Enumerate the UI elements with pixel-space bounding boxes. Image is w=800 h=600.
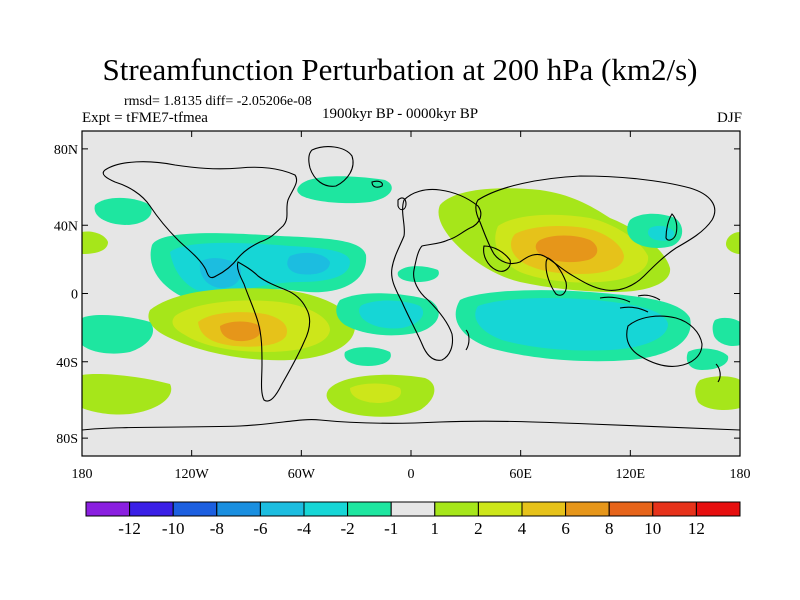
colorbar-swatch — [390, 501, 436, 517]
colorbar-swatch — [85, 501, 131, 517]
negative-anomaly-region — [712, 317, 740, 346]
positive-anomaly-region — [82, 374, 172, 415]
negative-anomaly-region — [397, 266, 439, 282]
longitude-tick-label: 60W — [288, 467, 316, 482]
positive-anomaly-region — [695, 376, 740, 410]
colorbar-label: 4 — [518, 519, 527, 538]
negative-anomaly-region — [475, 298, 668, 351]
colorbar-swatch — [216, 501, 261, 517]
colorbar-label: -12 — [118, 519, 141, 538]
latitude-tick-label: 0 — [71, 288, 78, 303]
colorbar-label: 1 — [431, 519, 440, 538]
colorbar-swatch — [303, 501, 349, 517]
colorbar-label: 6 — [561, 519, 570, 538]
colorbar-swatch — [608, 501, 654, 517]
season-label: DJF — [716, 110, 742, 126]
colorbar-swatch — [434, 501, 479, 517]
colorbar-label: -4 — [297, 519, 312, 538]
colorbar-label: -6 — [253, 519, 267, 538]
negative-anomaly-region — [287, 252, 330, 275]
colorbar-label: 10 — [644, 519, 661, 538]
colorbar-swatch — [172, 501, 218, 517]
colorbar: -12 -10 -8 -6 -4 -2 -1 1 2 4 6 8 10 12 — [85, 501, 741, 538]
latitude-tick-label: 40N — [54, 219, 78, 234]
colorbar-swatch — [565, 501, 610, 517]
longitude-tick-label: 0 — [408, 467, 415, 482]
stats-line: rmsd= 1.8135 diff= -2.05206e-08 — [124, 94, 312, 109]
negative-anomaly-region — [686, 348, 729, 370]
longitude-tick-label: 180 — [72, 467, 93, 482]
longitude-tick-label: 120W — [175, 467, 210, 482]
chart-title: Streamfunction Perturbation at 200 hPa (… — [102, 52, 698, 87]
colorbar-swatch — [695, 501, 741, 517]
anomaly-field — [82, 146, 740, 431]
colorbar-label: -1 — [384, 519, 398, 538]
longitude-tick-label: 60E — [509, 467, 532, 482]
positive-anomaly-region — [726, 232, 740, 254]
period-label: 1900kyr BP - 0000kyr BP — [322, 106, 479, 122]
colorbar-swatch — [259, 501, 305, 517]
positive-anomaly-region — [220, 321, 262, 342]
colorbar-label: -8 — [210, 519, 224, 538]
latitude-tick-label: 40S — [56, 356, 78, 371]
colorbar-swatch — [347, 501, 392, 517]
colorbar-label: 8 — [605, 519, 614, 538]
negative-anomaly-region — [344, 347, 391, 366]
latitude-tick-label: 80N — [54, 143, 78, 158]
positive-anomaly-region — [82, 231, 108, 254]
negative-anomaly-region — [359, 300, 424, 329]
latitude-axis: 80N 40N 0 40S 80S — [54, 143, 740, 447]
colorbar-label: -10 — [162, 519, 185, 538]
colorbar-label: -2 — [341, 519, 355, 538]
colorbar-label: 12 — [688, 519, 705, 538]
latitude-tick-label: 80S — [56, 432, 78, 447]
positive-anomaly-region — [350, 383, 402, 403]
colorbar-swatch — [477, 501, 523, 517]
coastlines — [82, 146, 740, 431]
longitude-axis: 180 120W 60W 0 60E 120E 180 — [72, 131, 751, 482]
colorbar-label: 2 — [474, 519, 483, 538]
negative-anomaly-region — [94, 197, 152, 225]
experiment-label: Expt = tFME7-tfmea — [82, 110, 208, 126]
colorbar-swatch — [652, 501, 697, 517]
longitude-tick-label: 180 — [730, 467, 751, 482]
longitude-tick-label: 120E — [616, 467, 646, 482]
negative-anomaly-region — [648, 225, 675, 241]
colorbar-swatch — [129, 501, 174, 517]
positive-anomaly-region — [535, 235, 598, 263]
negative-anomaly-region — [82, 315, 154, 354]
colorbar-swatch — [521, 501, 567, 517]
